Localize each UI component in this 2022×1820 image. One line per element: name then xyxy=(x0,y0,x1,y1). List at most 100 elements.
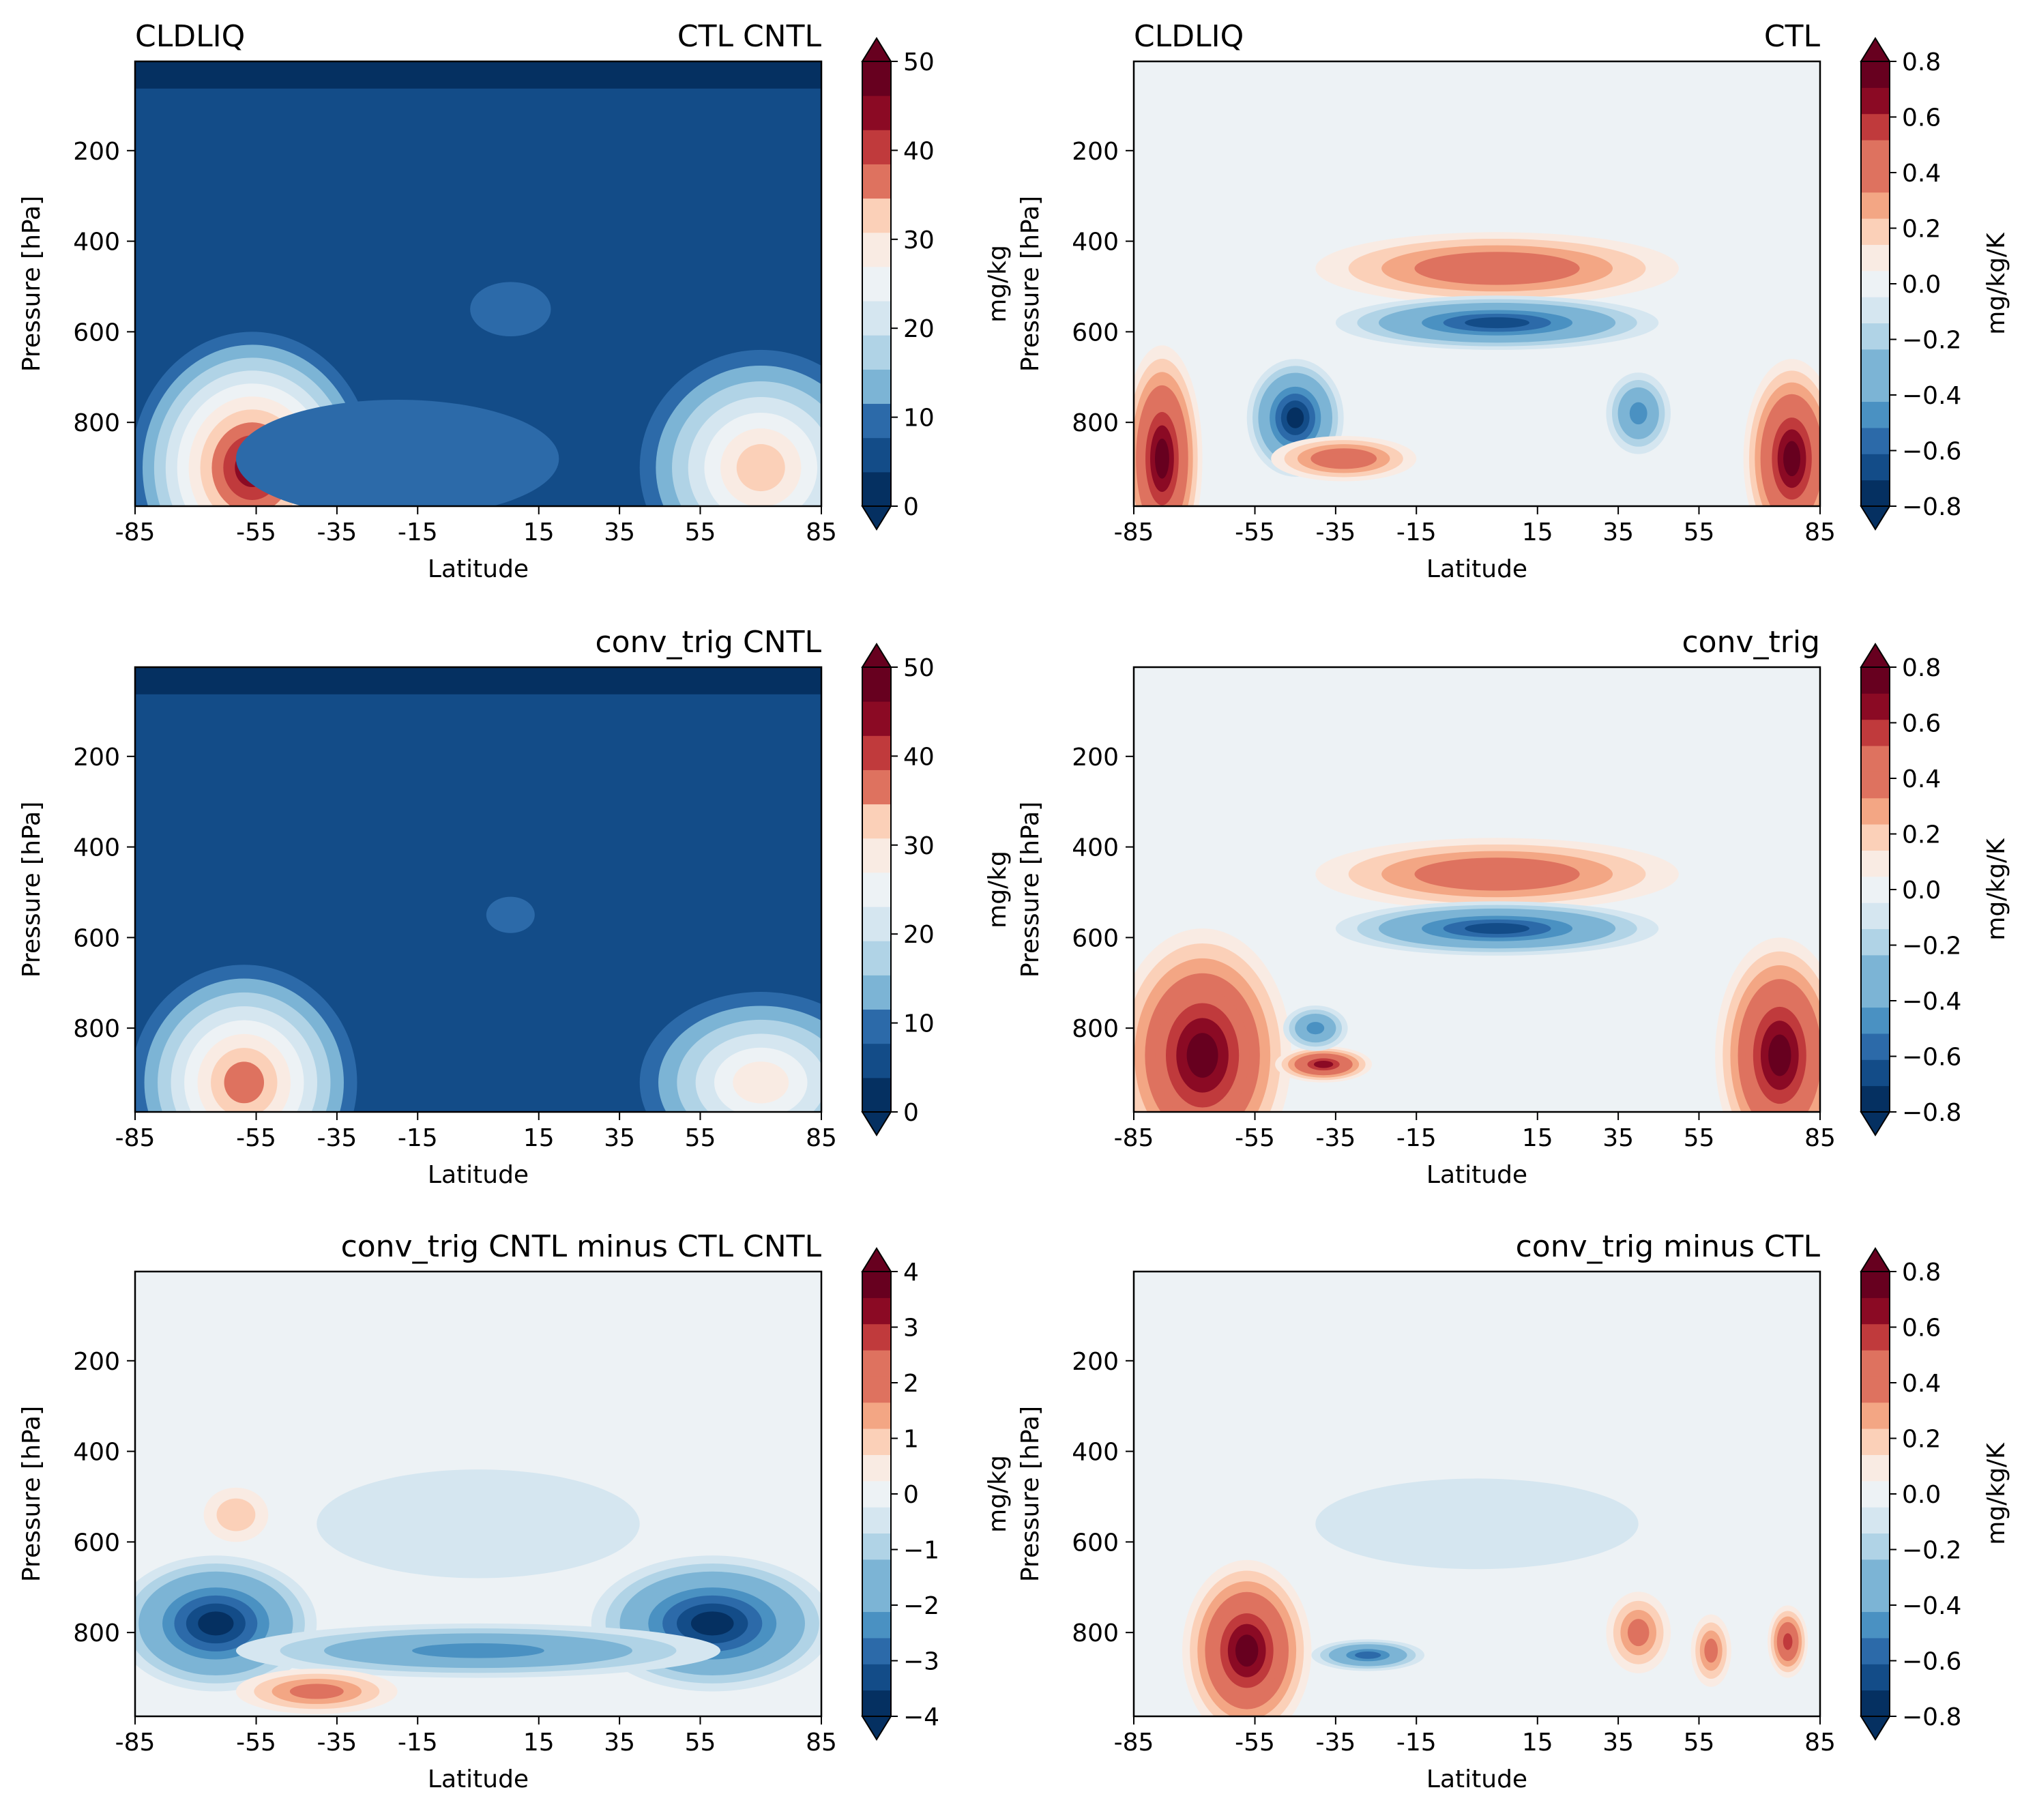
colorbar-tick-label: 0.0 xyxy=(1902,1481,1941,1509)
y-axis-label: Pressure [hPa] xyxy=(18,802,46,978)
colorbar-segment xyxy=(862,1077,891,1113)
colorbar-segment xyxy=(862,1376,891,1403)
colorbar-tick-label: 40 xyxy=(903,137,935,165)
upper-positive-ring-5 xyxy=(1447,258,1547,278)
colorbar-tick-label: 0 xyxy=(903,1099,919,1127)
colorbar-extend-max xyxy=(1860,1247,1891,1272)
colorbar-segment xyxy=(862,164,891,199)
colorbar-segment xyxy=(1861,667,1890,694)
y-tick-label: 800 xyxy=(1072,1015,1119,1043)
x-tick-label: 35 xyxy=(1602,1124,1634,1152)
colorbar-segment xyxy=(1861,61,1890,88)
colorbar-segment xyxy=(1861,1637,1890,1664)
colorbar-tick-label: −0.4 xyxy=(1902,988,1961,1016)
y-tick-label: 400 xyxy=(73,1439,120,1467)
sh-negative-ring-8 xyxy=(198,1611,234,1636)
colorbar-extend-max xyxy=(1860,643,1891,668)
colorbar-segment xyxy=(862,975,891,1010)
colorbar-tick-label: −0.2 xyxy=(1902,933,1961,960)
colorbar-segment xyxy=(1861,693,1890,720)
low-positive-ring-5 xyxy=(1323,452,1364,465)
x-tick-label: -85 xyxy=(1114,1124,1154,1152)
colorbar-tick-label: −0.4 xyxy=(1902,382,1961,410)
colorbar-segment xyxy=(1861,1402,1890,1429)
contour-field xyxy=(1134,61,1820,506)
colorbar-extend-max xyxy=(861,37,892,62)
colorbar-tick-label: 0.6 xyxy=(1902,104,1941,132)
colorbar-tick-label: −4 xyxy=(903,1703,939,1731)
panel-left-title: CLDLIQ xyxy=(1134,19,1244,54)
panel-5: -85 -55 -35 -15 15 35 55 85 200 400 600 800 Latitude… xyxy=(18,1229,1012,1793)
y-tick-label: 200 xyxy=(73,744,120,772)
colorbar-segment xyxy=(1861,87,1890,115)
colorbar-tick-label: 10 xyxy=(903,405,935,432)
colorbar-segment xyxy=(862,701,891,736)
x-axis-label: Latitude xyxy=(428,1161,529,1189)
x-tick-label: -35 xyxy=(1315,518,1356,546)
colorbar-segment xyxy=(862,335,891,370)
colorbar-tick-label: −0.8 xyxy=(1902,493,1961,521)
colorbar-extend-max xyxy=(861,643,892,668)
colorbar-segment xyxy=(862,437,891,473)
colorbar-segment xyxy=(1861,719,1890,746)
contour-field xyxy=(1134,667,1820,1112)
x-tick-label: 35 xyxy=(1602,518,1634,546)
colorbar-extend-min xyxy=(1860,1111,1891,1136)
x-tick-label: 15 xyxy=(1522,1124,1553,1152)
x-tick-label: -55 xyxy=(1235,1124,1275,1152)
colorbar-segment xyxy=(1861,1428,1890,1455)
colorbar-segment xyxy=(1861,401,1890,428)
colorbar-segment xyxy=(862,403,891,439)
colorbar-extend-min xyxy=(861,505,892,531)
colorbar-tick-label: 30 xyxy=(903,832,935,860)
panel-right-title: conv_trig CNTL minus CTL CNTL xyxy=(341,1229,822,1264)
y-tick-label: 800 xyxy=(73,1015,120,1043)
colorbar-segment xyxy=(1861,454,1890,481)
sh-positive-ring-8 xyxy=(1186,1033,1218,1078)
panel-left-title: CLDLIQ xyxy=(135,19,245,54)
panel-right-title: conv_trig CNTL xyxy=(595,625,821,660)
colorbar-extend-max xyxy=(1860,37,1891,62)
colorbar-segment xyxy=(1861,427,1890,454)
x-tick-label: -85 xyxy=(115,1729,156,1757)
axes-frame xyxy=(1132,666,1821,1113)
mid-blob-ring-1 xyxy=(486,896,535,933)
x-tick-label: 55 xyxy=(1684,1124,1715,1152)
y-tick-label: 600 xyxy=(1072,924,1119,952)
colorbar-tick-label: 0.2 xyxy=(1902,1426,1941,1454)
y-tick-label: 400 xyxy=(73,229,120,256)
x-tick-label: -35 xyxy=(317,1124,357,1152)
nh-negative-ring-5 xyxy=(1629,402,1647,425)
colorbar-segment xyxy=(1861,1611,1890,1639)
x-tick-label: 15 xyxy=(523,1729,555,1757)
y-tick-label: 400 xyxy=(1072,834,1119,862)
y-tick-label: 800 xyxy=(1072,409,1119,437)
x-tick-label: 15 xyxy=(1522,518,1553,546)
y-tick-label: 600 xyxy=(1072,319,1119,347)
x-tick-label: 35 xyxy=(604,518,635,546)
colorbar-segment xyxy=(862,471,891,507)
colorbar-tick-label: 3 xyxy=(903,1315,919,1342)
colorbar-segment xyxy=(862,130,891,164)
colorbar-segment xyxy=(1861,375,1890,402)
colorbar-segment xyxy=(1861,981,1890,1008)
colorbar-tick-label: 4 xyxy=(903,1259,919,1287)
sh-positive-ring-8 xyxy=(1154,438,1169,479)
colorbar-segment xyxy=(862,941,891,975)
colorbar-tick-label: −0.4 xyxy=(1902,1592,1961,1620)
colorbar-segment xyxy=(862,1428,891,1455)
nh-negative-ring-8 xyxy=(690,1611,734,1636)
colorbar-segment xyxy=(1861,1323,1890,1351)
colorbar-segment xyxy=(862,1611,891,1639)
mid-neutral-ring-1 xyxy=(1315,1478,1639,1570)
y-axis-label: Pressure [hPa] xyxy=(18,196,46,372)
sh-negative-ring-8 xyxy=(1287,407,1304,428)
colorbar-label: mg/kg xyxy=(984,851,1012,928)
colorbar-segment xyxy=(862,838,891,873)
top-layer xyxy=(135,61,821,89)
colorbar-segment xyxy=(1861,1085,1890,1113)
sh-negative-ring-5 xyxy=(1306,1022,1325,1035)
mid-blob-ring-1 xyxy=(470,282,551,337)
colorbar-segment xyxy=(862,907,891,941)
colorbar-segment xyxy=(1861,876,1890,903)
